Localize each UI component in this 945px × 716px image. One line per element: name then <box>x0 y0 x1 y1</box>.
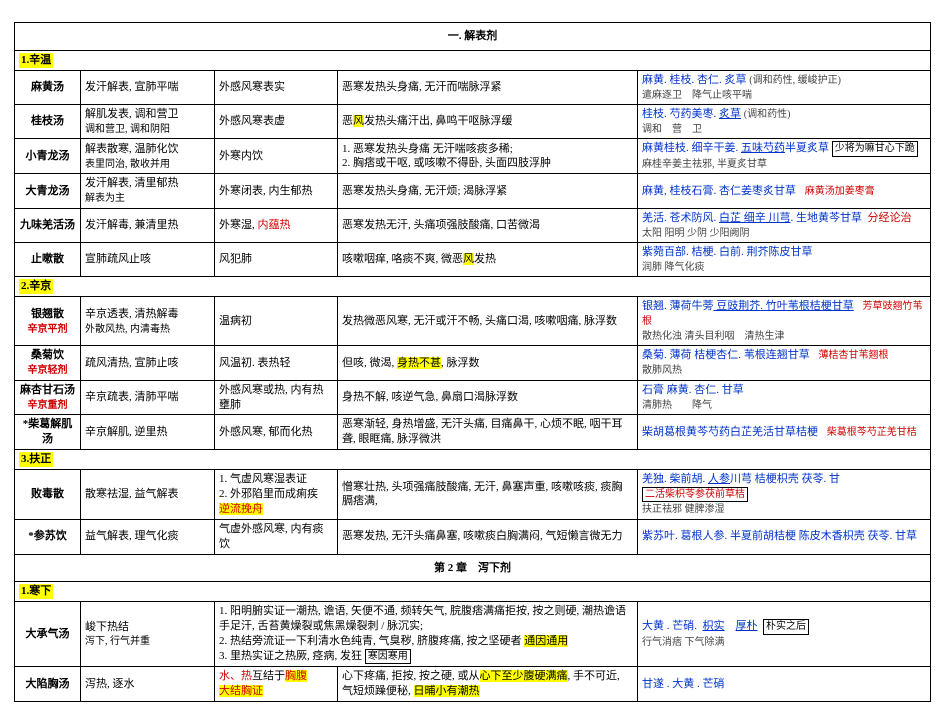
prescription-name: 桑菊饮 辛京轻剂 <box>15 346 81 380</box>
symptom: 发热微恶风寒, 无汗或汗不畅, 头痛口渴, 咳嗽咽痛, 脉浮数 <box>338 297 638 346</box>
function: 辛京解肌, 逆里热 <box>81 415 215 450</box>
prescription-name: 大陷胸汤 <box>15 667 81 702</box>
composition: 紫菀百部. 桔梗. 白前. 荆芥陈皮甘草 润肺 降气化痰 <box>638 243 931 277</box>
indication: 温病初 <box>215 297 338 346</box>
table-row: 麻黄汤 发汗解表, 宣肺平喘 外感风寒表实 恶寒发热头身痛, 无汗而喘脉浮紧 麻… <box>15 70 931 104</box>
indication: 外寒闭表, 内生郁热 <box>215 174 338 208</box>
prescription-name: 小青龙汤 <box>15 139 81 174</box>
symptom: 1. 恶寒发热头身痛 无汗喘咳痰多稀; 2. 胸痞或干呕, 或咳嗽不得卧, 头面… <box>338 139 638 174</box>
function: 发汗解表, 宣肺平喘 <box>81 70 215 104</box>
prescription-name: 败毒散 <box>15 470 81 520</box>
function: 疏风清热, 宣肺止咳 <box>81 346 215 380</box>
table-row: 大陷胸汤 泻热, 逐水 水、热互结于胸腹 大结胸证 心下疼痛, 拒按, 按之硬,… <box>15 667 931 702</box>
indication: 1. 气虚风寒湿表证 2. 外邪陷里而成痢疾 逆流挽舟 <box>215 470 338 520</box>
main-table: 一. 解表剂 1.辛温 麻黄汤 发汗解表, 宣肺平喘 外感风寒表实 恶寒发热头身… <box>14 22 931 702</box>
composition: 羌独. 柴前胡. 人参川芎 桔梗枳壳 茯苓. 甘 二活柴枳苓参茯前草桔 扶正祛邪… <box>638 470 931 520</box>
symptom: 恶寒发热头身痛, 无汗烦; 渴脉浮紧 <box>338 174 638 208</box>
prescription-name: 麻杏甘石汤 辛京重剂 <box>15 380 81 415</box>
function: 散寒祛湿, 益气解表 <box>81 470 215 520</box>
indication: 外寒湿, 内蕴热 <box>215 208 338 242</box>
table-row: 桂枝汤 解肌发表, 调和营卫 调和营卫, 调和阴阳 外感风寒表虚 恶风发热头痛汗… <box>15 105 931 139</box>
symptom: 恶寒发热, 无汗头痛鼻塞, 咳嗽痰白胸满闷, 气短懒言微无力 <box>338 519 638 554</box>
chapter-1-title: 一. 解表剂 <box>15 23 931 51</box>
table-row: 止嗽散 宣肺疏风止咳 风犯肺 咳嗽咽痒, 咯痰不爽, 微恶风发热 紫菀百部. 桔… <box>15 243 931 277</box>
indication: 外感风寒表实 <box>215 70 338 104</box>
indication: 风犯肺 <box>215 243 338 277</box>
function: 峻下热结 泻下, 行气并重 <box>81 602 215 667</box>
composition: 甘遂 . 大黄 . 芒硝 <box>638 667 931 702</box>
symptom: 恶寒发热无汗, 头痛项强肢酸痛, 口苦微渴 <box>338 208 638 242</box>
prescription-name: 大承气汤 <box>15 602 81 667</box>
composition: 紫苏叶. 葛根人参. 半夏前胡桔梗 陈皮木香枳壳 茯苓. 甘草 <box>638 519 931 554</box>
indication: 外感风寒表虚 <box>215 105 338 139</box>
composition: 桑菊. 薄荷 桔梗杏仁. 苇根连翘甘草 薄桔杏甘苇翘根 散肺风热 <box>638 346 931 380</box>
function: 泻热, 逐水 <box>81 667 215 702</box>
table-row: 大承气汤 峻下热结 泻下, 行气并重 1. 阳明腑实证一潮热, 谵语, 矢便不通… <box>15 602 931 667</box>
indication: 外感风寒或热, 内有热壅肺 <box>215 380 338 415</box>
indication: 气虚外感风寒, 内有痰饮 <box>215 519 338 554</box>
indication: 外寒内饮 <box>215 139 338 174</box>
indication: 风温初. 表热轻 <box>215 346 338 380</box>
section-4: 1.寒下 <box>15 582 931 602</box>
prescription-name: 大青龙汤 <box>15 174 81 208</box>
composition: 麻黄, 桂枝石膏. 杏仁姜枣炙甘草 麻黄汤加姜枣膏 <box>638 174 931 208</box>
table-row: 败毒散 散寒祛湿, 益气解表 1. 气虚风寒湿表证 2. 外邪陷里而成痢疾 逆流… <box>15 470 931 520</box>
symptom: 恶风发热头痛汗出, 鼻鸣干呕脉浮缓 <box>338 105 638 139</box>
symptom: 恶寒发热头身痛, 无汗而喘脉浮紧 <box>338 70 638 104</box>
composition: 石膏 麻黄. 杏仁. 甘草 清肺热 降气 <box>638 380 931 415</box>
prescription-name: 银翘散 辛京平剂 <box>15 297 81 346</box>
indication: 1. 阳明腑实证一潮热, 谵语, 矢便不通, 频转矢气, 脘腹痞满痛拒按, 按之… <box>215 602 638 667</box>
symptom: 心下疼痛, 拒按, 按之硬, 或从心下至少腹硬满痛, 手不可近, 气短烦躁便秘,… <box>338 667 638 702</box>
composition: 桂枝. 芍药美枣. 炙草 (调和药性) 调和 营 卫 <box>638 105 931 139</box>
prescription-name: *柴葛解肌汤 <box>15 415 81 450</box>
symptom: 但咳, 微渴, 身热不甚, 脉浮数 <box>338 346 638 380</box>
prescription-name: 桂枝汤 <box>15 105 81 139</box>
table-row: 桑菊饮 辛京轻剂 疏风清热, 宣肺止咳 风温初. 表热轻 但咳, 微渴, 身热不… <box>15 346 931 380</box>
composition: 麻黄. 桂枝. 杏仁. 炙草 (调和药性, 缓峻护正) 遣麻逐卫 降气止咳平喘 <box>638 70 931 104</box>
table-row: 麻杏甘石汤 辛京重剂 辛京疏表, 清肺平喘 外感风寒或热, 内有热壅肺 身热不解… <box>15 380 931 415</box>
table-row: *柴葛解肌汤 辛京解肌, 逆里热 外感风寒, 郁而化热 恶寒渐轻, 身热增盛, … <box>15 415 931 450</box>
section-3: 3.扶正 <box>15 450 931 470</box>
symptom: 憎寒壮热, 头项强痛肢酸痛, 无汗, 鼻塞声重, 咳嗽咳痰, 痰胸膈痞满, <box>338 470 638 520</box>
symptom: 咳嗽咽痒, 咯痰不爽, 微恶风发热 <box>338 243 638 277</box>
table-row: 小青龙汤 解表散寒, 温肺化饮 表里同治, 散收并用 外寒内饮 1. 恶寒发热头… <box>15 139 931 174</box>
function: 宣肺疏风止咳 <box>81 243 215 277</box>
symptom: 身热不解, 咳逆气急, 鼻扇口渴脉浮数 <box>338 380 638 415</box>
composition: 麻黄桂枝. 细辛干姜. 五味芍药半夏炙草 少将为嘛甘心下跪 麻桂辛姜主祛邪, 半… <box>638 139 931 174</box>
table-row: 九味羌活汤 发汗解毒, 兼清里热 外寒湿, 内蕴热 恶寒发热无汗, 头痛项强肢酸… <box>15 208 931 242</box>
table-row: *参苏饮 益气解表, 理气化痰 气虚外感风寒, 内有痰饮 恶寒发热, 无汗头痛鼻… <box>15 519 931 554</box>
composition: 银翘. 薄荷牛蒡 豆豉荆芥. 竹叶苇根桔梗甘草 芳草豉翘竹苇根 散热化浊 清头目… <box>638 297 931 346</box>
chapter-2-title: 第 2 章 泻下剂 <box>15 554 931 582</box>
function: 辛京透表, 清热解毒 外散风热, 内清毒热 <box>81 297 215 346</box>
composition: 柴胡葛根黄芩芍药白芷羌活甘草桔梗 柴葛根芩芍芷羌甘桔 <box>638 415 931 450</box>
indication: 外感风寒, 郁而化热 <box>215 415 338 450</box>
indication: 水、热互结于胸腹 大结胸证 <box>215 667 338 702</box>
table-row: 大青龙汤 发汗解表, 清里郁热 解表为主 外寒闭表, 内生郁热 恶寒发热头身痛,… <box>15 174 931 208</box>
section-2: 2.辛京 <box>15 277 931 297</box>
function: 益气解表, 理气化痰 <box>81 519 215 554</box>
prescription-name: 止嗽散 <box>15 243 81 277</box>
table-row: 银翘散 辛京平剂 辛京透表, 清热解毒 外散风热, 内清毒热 温病初 发热微恶风… <box>15 297 931 346</box>
symptom: 恶寒渐轻, 身热增盛, 无汗头痛, 目痛鼻干, 心烦不眠, 咽干耳聋, 眼眶痛,… <box>338 415 638 450</box>
prescription-name: 麻黄汤 <box>15 70 81 104</box>
function: 发汗解毒, 兼清里热 <box>81 208 215 242</box>
prescription-name: 九味羌活汤 <box>15 208 81 242</box>
composition: 羌活. 苍术防风. 白芷 细辛 川芎. 生地黄芩甘草 分经论治 太阳 阳明 少阴… <box>638 208 931 242</box>
section-1: 1.辛温 <box>15 50 931 70</box>
prescription-name: *参苏饮 <box>15 519 81 554</box>
function: 辛京疏表, 清肺平喘 <box>81 380 215 415</box>
function: 解表散寒, 温肺化饮 表里同治, 散收并用 <box>81 139 215 174</box>
function: 发汗解表, 清里郁热 解表为主 <box>81 174 215 208</box>
composition: 大黄 . 芒硝. 枳实 厚朴 朴实之后 行气消痞 下气除满 <box>638 602 931 667</box>
function: 解肌发表, 调和营卫 调和营卫, 调和阴阳 <box>81 105 215 139</box>
